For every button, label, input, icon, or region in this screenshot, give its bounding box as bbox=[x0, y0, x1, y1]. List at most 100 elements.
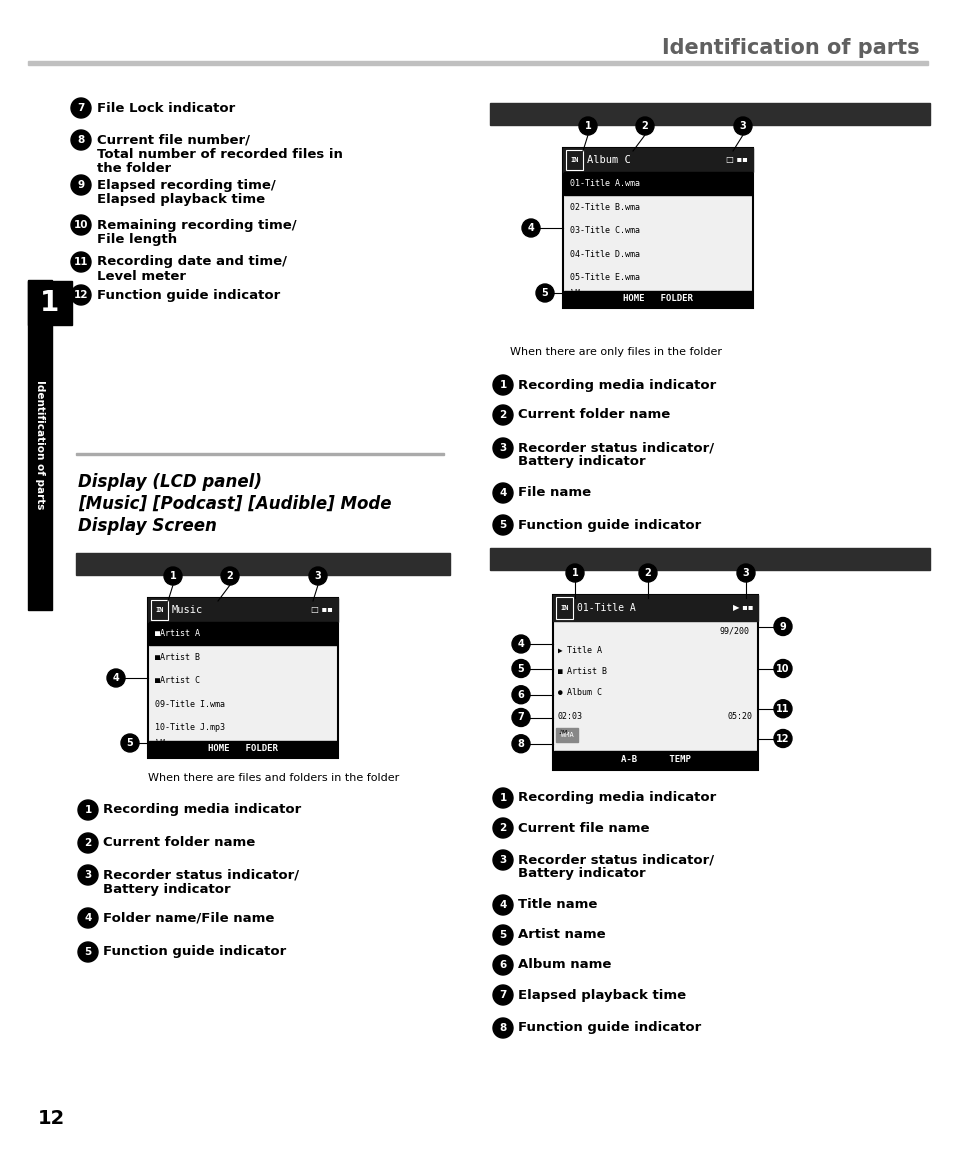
Text: A-B      TEMP: A-B TEMP bbox=[619, 755, 690, 764]
Bar bbox=[563, 291, 751, 307]
Circle shape bbox=[512, 635, 530, 653]
Text: 2: 2 bbox=[641, 120, 648, 131]
Text: the folder: the folder bbox=[97, 162, 171, 176]
Text: 7: 7 bbox=[517, 712, 524, 723]
Text: When there are files and folders in the folder: When there are files and folders in the … bbox=[148, 774, 399, 783]
Text: ♪: ♪ bbox=[567, 288, 572, 294]
Text: 5: 5 bbox=[127, 738, 133, 748]
Circle shape bbox=[121, 734, 139, 752]
Text: Recording media indicator: Recording media indicator bbox=[517, 379, 716, 391]
Bar bbox=[553, 595, 758, 770]
Text: Recorder status indicator/: Recorder status indicator/ bbox=[517, 441, 714, 454]
Bar bbox=[148, 598, 337, 622]
Text: 4: 4 bbox=[527, 223, 534, 233]
Text: Display (LCD panel): Display (LCD panel) bbox=[78, 472, 262, 491]
Text: 10-Title J.mp3: 10-Title J.mp3 bbox=[154, 724, 225, 732]
Text: 02:03: 02:03 bbox=[558, 712, 582, 720]
Text: ▶ ▪▪: ▶ ▪▪ bbox=[732, 603, 752, 613]
Circle shape bbox=[493, 483, 513, 503]
Text: 7: 7 bbox=[77, 103, 85, 113]
Text: Current folder name: Current folder name bbox=[517, 409, 670, 422]
Text: ●: ● bbox=[558, 688, 562, 697]
Text: Album C: Album C bbox=[566, 688, 601, 697]
Text: Battery indicator: Battery indicator bbox=[517, 455, 645, 469]
Bar bbox=[490, 103, 929, 125]
Text: 99/200: 99/200 bbox=[720, 626, 749, 636]
Text: 5: 5 bbox=[498, 520, 506, 530]
Text: Album name: Album name bbox=[517, 959, 611, 972]
Text: 4: 4 bbox=[498, 488, 506, 498]
Text: 05:20: 05:20 bbox=[727, 712, 752, 720]
Circle shape bbox=[773, 699, 791, 718]
Text: M: M bbox=[574, 288, 578, 294]
Text: List display ②: List display ② bbox=[502, 108, 603, 120]
Text: Artist B: Artist B bbox=[566, 667, 606, 676]
Text: 02-Title B.wma: 02-Title B.wma bbox=[569, 203, 639, 212]
Text: Title name: Title name bbox=[517, 899, 597, 911]
Circle shape bbox=[565, 564, 583, 582]
Text: 8: 8 bbox=[517, 739, 524, 749]
Text: File Lock indicator: File Lock indicator bbox=[97, 102, 235, 115]
Circle shape bbox=[493, 925, 513, 945]
Bar bbox=[28, 280, 52, 610]
Text: 8: 8 bbox=[498, 1023, 506, 1033]
Text: 1: 1 bbox=[498, 793, 506, 802]
Text: 10: 10 bbox=[776, 664, 789, 674]
Text: ■Artist B: ■Artist B bbox=[154, 653, 200, 661]
Bar bbox=[556, 598, 573, 618]
Circle shape bbox=[773, 617, 791, 636]
Circle shape bbox=[493, 1018, 513, 1038]
Text: File display: File display bbox=[502, 552, 588, 565]
Bar bbox=[76, 554, 450, 576]
Text: Current folder name: Current folder name bbox=[103, 836, 255, 850]
Text: ■: ■ bbox=[558, 667, 562, 676]
Text: Function guide indicator: Function guide indicator bbox=[517, 1021, 700, 1034]
Text: 3: 3 bbox=[498, 444, 506, 453]
Text: HOME   FOLDER: HOME FOLDER bbox=[208, 745, 277, 754]
Circle shape bbox=[512, 709, 530, 726]
Text: File length: File length bbox=[97, 233, 177, 245]
Circle shape bbox=[78, 833, 98, 853]
Bar bbox=[490, 548, 929, 570]
Text: 4: 4 bbox=[112, 673, 119, 683]
Text: 7: 7 bbox=[498, 990, 506, 1001]
Text: Recording media indicator: Recording media indicator bbox=[103, 804, 301, 816]
Bar bbox=[28, 61, 927, 65]
Circle shape bbox=[512, 734, 530, 753]
Text: M: M bbox=[159, 739, 164, 743]
Text: IN: IN bbox=[559, 604, 568, 611]
Circle shape bbox=[71, 98, 91, 118]
Text: Folder name/File name: Folder name/File name bbox=[103, 911, 274, 924]
Circle shape bbox=[536, 284, 554, 302]
Text: Current file number/: Current file number/ bbox=[97, 133, 250, 147]
Text: Level meter: Level meter bbox=[97, 270, 186, 283]
Text: Recorder status indicator/: Recorder status indicator/ bbox=[103, 868, 299, 881]
Text: ♪M: ♪M bbox=[558, 730, 567, 734]
Bar bbox=[563, 171, 751, 196]
Text: Function guide indicator: Function guide indicator bbox=[97, 288, 280, 301]
Text: Current file name: Current file name bbox=[517, 821, 649, 835]
Text: 2: 2 bbox=[498, 410, 506, 420]
Text: HOME   FOLDER: HOME FOLDER bbox=[622, 294, 692, 303]
Bar bbox=[554, 750, 757, 769]
Circle shape bbox=[773, 660, 791, 677]
Bar bbox=[562, 148, 752, 308]
Text: Music: Music bbox=[172, 604, 203, 615]
Circle shape bbox=[773, 730, 791, 748]
Text: 8: 8 bbox=[77, 135, 85, 145]
Text: 05-Title E.wma: 05-Title E.wma bbox=[569, 273, 639, 283]
Text: 5: 5 bbox=[84, 947, 91, 957]
Text: 1: 1 bbox=[571, 569, 578, 578]
Text: 3: 3 bbox=[498, 855, 506, 865]
Circle shape bbox=[71, 175, 91, 195]
Circle shape bbox=[578, 117, 597, 135]
Bar bbox=[28, 281, 71, 325]
Text: Identification of parts: Identification of parts bbox=[661, 38, 919, 58]
Text: 2: 2 bbox=[644, 569, 651, 578]
Text: 1: 1 bbox=[40, 290, 59, 317]
Text: Elapsed recording time/: Elapsed recording time/ bbox=[97, 178, 275, 191]
Circle shape bbox=[71, 252, 91, 272]
Text: Artist name: Artist name bbox=[517, 929, 605, 941]
Text: 5: 5 bbox=[517, 664, 524, 674]
Text: 09-Title I.wma: 09-Title I.wma bbox=[154, 699, 225, 709]
